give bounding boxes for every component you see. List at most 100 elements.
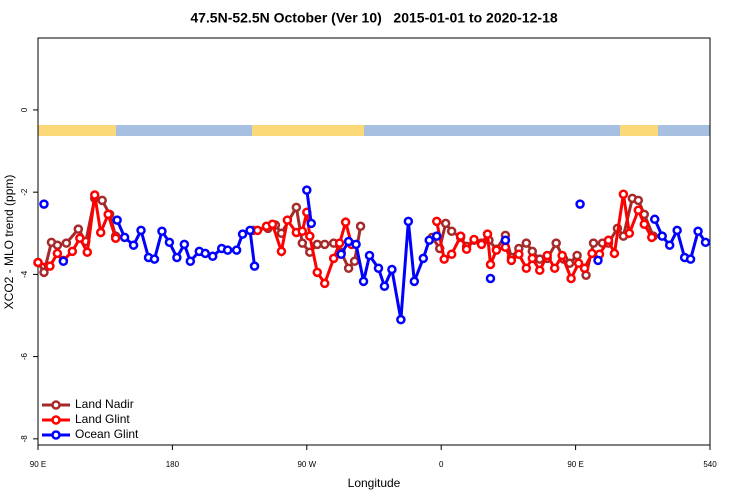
data-point bbox=[179, 239, 190, 250]
data-point bbox=[664, 240, 675, 250]
data-point bbox=[557, 250, 567, 261]
data-point bbox=[461, 244, 472, 255]
x-tick-label: 90 E bbox=[30, 460, 46, 469]
data-point bbox=[609, 248, 620, 259]
data-point bbox=[693, 226, 703, 236]
data-point bbox=[351, 239, 361, 250]
data-point bbox=[312, 239, 323, 250]
data-point bbox=[306, 218, 317, 229]
data-point bbox=[624, 228, 635, 239]
data-point bbox=[237, 229, 248, 239]
data-point bbox=[103, 209, 113, 220]
data-point bbox=[373, 263, 384, 273]
data-point bbox=[424, 235, 435, 246]
data-point bbox=[172, 252, 182, 263]
data-point bbox=[639, 219, 650, 229]
data-point bbox=[231, 245, 242, 255]
data-point bbox=[633, 195, 644, 206]
x-tick-label: 0 bbox=[439, 460, 444, 469]
data-point bbox=[527, 253, 538, 264]
data-point bbox=[566, 273, 576, 284]
data-point bbox=[446, 249, 457, 259]
data-point bbox=[61, 238, 72, 248]
data-point bbox=[396, 314, 406, 325]
data-point bbox=[514, 249, 524, 259]
data-point bbox=[67, 246, 78, 257]
legend-label: Land Nadir bbox=[75, 397, 134, 411]
data-point bbox=[164, 237, 175, 248]
legend-marker bbox=[51, 400, 61, 410]
data-point bbox=[579, 263, 590, 273]
land-strip bbox=[620, 125, 658, 136]
data-point bbox=[343, 263, 354, 273]
x-tick-label: 180 bbox=[166, 460, 180, 469]
data-point bbox=[587, 248, 597, 259]
data-point bbox=[297, 226, 308, 236]
data-point bbox=[33, 257, 43, 268]
data-point bbox=[593, 255, 603, 266]
data-point bbox=[439, 254, 449, 264]
data-point bbox=[485, 259, 496, 270]
data-point bbox=[302, 185, 312, 195]
land-strip bbox=[252, 125, 364, 136]
y-tick-label: -4 bbox=[20, 270, 29, 278]
data-point bbox=[112, 215, 122, 225]
series-line bbox=[115, 189, 707, 320]
data-point bbox=[387, 264, 397, 275]
data-point bbox=[633, 205, 644, 216]
data-point bbox=[355, 221, 366, 232]
data-point bbox=[358, 276, 369, 287]
data-point bbox=[603, 235, 614, 246]
data-point bbox=[431, 216, 442, 227]
data-point bbox=[476, 239, 487, 250]
data-point bbox=[403, 216, 414, 227]
ocean-strip bbox=[38, 125, 710, 136]
data-point bbox=[485, 273, 496, 284]
data-point bbox=[500, 235, 511, 246]
data-point bbox=[276, 246, 287, 257]
series-line bbox=[36, 196, 655, 280]
x-axis-label: Longitude bbox=[348, 476, 401, 490]
data-point bbox=[95, 227, 106, 238]
land-mask bbox=[38, 125, 710, 136]
data-point bbox=[657, 231, 667, 241]
data-point bbox=[58, 256, 69, 266]
legend-marker bbox=[51, 430, 61, 440]
y-tick-label: -2 bbox=[20, 188, 29, 196]
land-strip bbox=[38, 125, 116, 136]
data-point bbox=[149, 254, 160, 264]
y-tick-label: 0 bbox=[20, 107, 29, 112]
data-point bbox=[409, 276, 420, 287]
data-point bbox=[82, 247, 93, 257]
data-point bbox=[542, 250, 552, 261]
data-point bbox=[207, 251, 218, 262]
legend-marker bbox=[51, 415, 61, 425]
data-point bbox=[267, 219, 278, 229]
data-point bbox=[647, 232, 657, 243]
data-point bbox=[297, 238, 308, 248]
data-point bbox=[446, 226, 457, 236]
data-point bbox=[222, 245, 233, 255]
data-point bbox=[97, 195, 107, 206]
data-point bbox=[551, 238, 561, 248]
x-tick-label: 90 E bbox=[567, 460, 583, 469]
x-tick-label: 90 W bbox=[297, 460, 316, 469]
data-point bbox=[328, 253, 339, 264]
data-point bbox=[685, 254, 696, 264]
y-axis-label: XCO2 - MLO trend (ppm) bbox=[2, 175, 16, 310]
data-point bbox=[340, 217, 351, 227]
data-point bbox=[336, 249, 346, 259]
data-point bbox=[245, 225, 255, 236]
data-point bbox=[128, 240, 139, 250]
chart-title: 47.5N-52.5N October (Ver 10) 2015-01-01 … bbox=[190, 10, 558, 26]
data-point bbox=[291, 202, 302, 213]
data-point bbox=[282, 215, 293, 225]
data-point bbox=[52, 240, 63, 250]
data-point bbox=[39, 199, 49, 209]
data-point bbox=[73, 224, 84, 234]
data-point bbox=[521, 238, 532, 248]
data-point bbox=[588, 238, 599, 248]
data-point bbox=[482, 229, 493, 239]
